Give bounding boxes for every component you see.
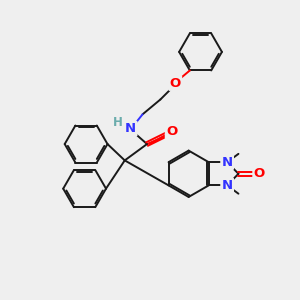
Text: O: O xyxy=(169,76,181,90)
Text: O: O xyxy=(254,167,265,180)
Text: H: H xyxy=(113,116,123,129)
Text: N: N xyxy=(222,179,233,192)
Text: O: O xyxy=(166,125,177,138)
Text: N: N xyxy=(125,122,136,135)
Text: N: N xyxy=(222,156,233,169)
